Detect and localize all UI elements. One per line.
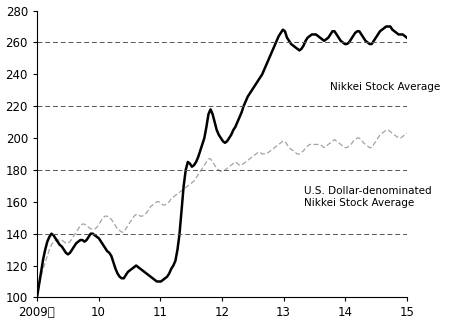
Text: U.S. Dollar-denominated
Nikkei Stock Average: U.S. Dollar-denominated Nikkei Stock Ave…: [304, 186, 432, 208]
Text: Nikkei Stock Average: Nikkei Stock Average: [330, 82, 440, 92]
